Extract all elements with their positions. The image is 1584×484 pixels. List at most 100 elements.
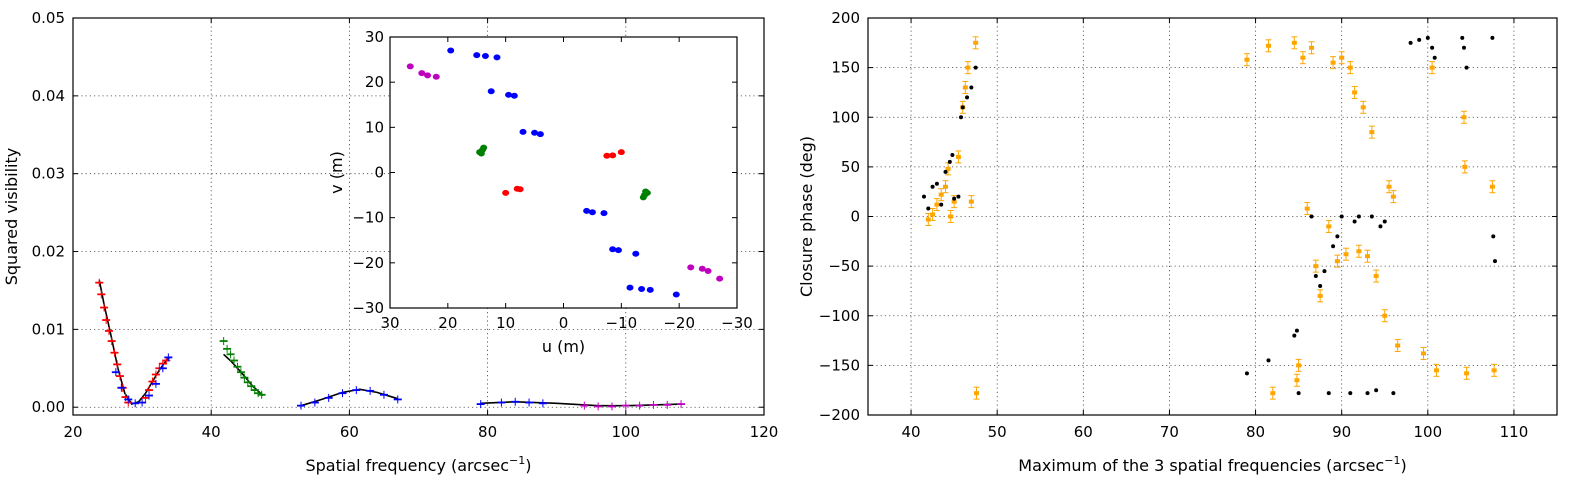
uv-point	[432, 73, 440, 80]
data-point	[97, 290, 106, 299]
x-tick-label: 40	[202, 423, 221, 441]
data-point	[240, 373, 249, 382]
y-tick-label: 0	[374, 164, 384, 182]
data-point	[1420, 346, 1427, 360]
model-point	[1382, 219, 1387, 224]
x-tick-label: 120	[750, 423, 779, 441]
model-point	[1461, 45, 1466, 50]
x-tick-label: 100	[611, 423, 640, 441]
data-point	[1338, 51, 1345, 65]
model-point	[1490, 35, 1495, 40]
data-point	[538, 399, 547, 408]
x-tick-label: 110	[1500, 423, 1529, 441]
uv-point	[418, 70, 426, 77]
x-tick-label: 80	[1246, 423, 1265, 441]
model-point	[1339, 214, 1344, 219]
model-point	[921, 194, 926, 199]
data-point	[1312, 259, 1319, 273]
model-point	[1335, 234, 1340, 239]
data-point	[942, 180, 949, 194]
uv-point	[531, 129, 539, 136]
uv-point	[638, 286, 646, 293]
model-point	[952, 196, 957, 201]
data-point	[151, 370, 160, 379]
uv-point	[583, 207, 591, 214]
data-point	[1265, 39, 1272, 53]
y-tick-label: −100	[819, 307, 860, 325]
model-point	[926, 206, 931, 211]
data-point	[107, 337, 116, 346]
data-point	[1243, 53, 1250, 67]
uv-point	[516, 186, 524, 193]
data-point	[968, 195, 975, 209]
data-point	[1325, 219, 1332, 233]
uv-point	[477, 150, 485, 157]
uv-point	[687, 264, 695, 271]
model-point	[1313, 274, 1318, 279]
uv-point	[642, 188, 650, 195]
data-point	[1460, 110, 1467, 124]
uv-point	[609, 246, 617, 253]
data-point	[124, 395, 133, 404]
model-point	[1309, 214, 1314, 219]
y-tick-label: −200	[819, 406, 860, 424]
uv-point	[672, 291, 680, 298]
x-tick-label: 20	[63, 423, 82, 441]
data-point	[100, 303, 109, 312]
data-point	[1334, 254, 1341, 268]
model-point	[959, 115, 964, 120]
data-point	[1360, 100, 1367, 114]
data-point	[236, 368, 245, 377]
model-point	[1425, 35, 1430, 40]
x-tick-label: 90	[1332, 423, 1351, 441]
data-point	[366, 386, 375, 395]
data-point	[254, 389, 263, 398]
data-point	[393, 395, 402, 404]
data-point	[338, 389, 347, 398]
model-point	[956, 194, 961, 199]
data-point	[594, 402, 603, 411]
closure-y-axis-label: Closure phase (deg)	[797, 136, 816, 297]
model-point	[1417, 37, 1422, 42]
model-point	[1244, 371, 1249, 376]
uv-point	[424, 72, 432, 79]
data-point	[379, 390, 388, 399]
data-point	[1355, 244, 1362, 258]
y-tick-label: 0	[850, 208, 860, 226]
uv-point	[473, 52, 481, 59]
data-point	[621, 401, 630, 410]
data-point	[964, 61, 971, 75]
data-point	[1433, 363, 1440, 377]
model-point	[965, 95, 970, 100]
model-point	[1460, 35, 1465, 40]
y-tick-label: 50	[841, 158, 860, 176]
uv-point	[481, 52, 489, 59]
model-point	[943, 169, 948, 174]
data-point	[158, 364, 167, 373]
data-point	[955, 150, 962, 164]
x-tick-label: 70	[1160, 423, 1179, 441]
data-point	[310, 398, 319, 407]
model-point	[973, 65, 978, 70]
data-point	[972, 36, 979, 50]
data-point	[1463, 366, 1470, 380]
data-point	[1308, 41, 1315, 55]
data-point	[607, 402, 616, 411]
model-point	[1365, 391, 1370, 396]
model-point	[1318, 283, 1323, 288]
y-tick-label: 0.03	[32, 165, 65, 183]
data-point	[1368, 125, 1375, 139]
uv-point	[617, 149, 625, 156]
y-tick-label: 0.04	[32, 87, 65, 105]
uv-point	[614, 247, 622, 254]
y-tick-label: −10	[352, 209, 384, 227]
y-tick-label: 200	[831, 9, 860, 27]
data-point	[476, 400, 485, 409]
data-point	[95, 278, 104, 287]
model-point	[947, 159, 952, 164]
data-point	[243, 378, 252, 387]
data-point	[131, 399, 140, 408]
uv-point	[406, 63, 414, 70]
model-point	[1369, 214, 1374, 219]
